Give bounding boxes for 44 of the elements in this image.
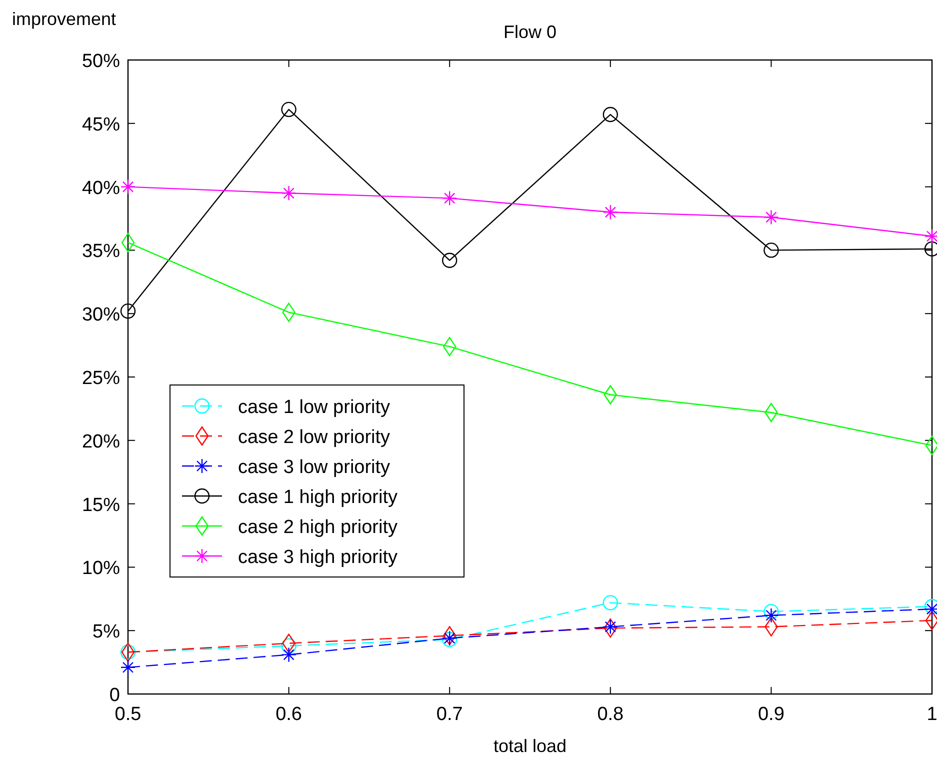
- y-tick-label: 35%: [82, 241, 120, 262]
- y-tick-label: 50%: [82, 51, 120, 72]
- point: [281, 638, 296, 654]
- legend-label: case 3 low priority: [238, 457, 391, 478]
- y-tick-label: 15%: [82, 494, 120, 516]
- y-tick-label: 45%: [82, 114, 120, 136]
- legend-label: case 2 high priority: [238, 517, 398, 538]
- y-tick-label: 20%: [82, 431, 120, 452]
- point: [442, 252, 458, 268]
- legend-label: case 1 low priority: [238, 397, 391, 418]
- point: [442, 190, 458, 206]
- point: [764, 604, 779, 620]
- point: [602, 595, 618, 610]
- x-tick-label: 0.7: [436, 704, 463, 725]
- point: [281, 102, 296, 118]
- x-tick-label: 1: [926, 704, 937, 725]
- x-tick-label: 0.9: [758, 704, 784, 725]
- point: [764, 242, 779, 258]
- y-tick-label: 25%: [82, 368, 120, 389]
- y-tick-label: 5%: [92, 622, 120, 643]
- y-tick-label: 0: [109, 685, 120, 706]
- point: [602, 106, 618, 122]
- point: [120, 660, 136, 675]
- legend-label: case 3 high priority: [238, 547, 398, 568]
- chart-title: Flow 0: [503, 22, 557, 42]
- x-tick-label: 0.6: [276, 704, 302, 725]
- point: [764, 210, 779, 225]
- point: [120, 179, 136, 194]
- y-axis-title: improvement: [12, 9, 116, 29]
- y-tick-label: 30%: [82, 304, 120, 326]
- point: [602, 619, 618, 634]
- x-axis-title: total load: [493, 736, 567, 756]
- legend-label: case 2 low priority: [238, 427, 391, 448]
- x-tick-label: 0.8: [597, 704, 624, 725]
- y-tick-label: 10%: [82, 558, 120, 580]
- point: [121, 232, 135, 252]
- x-tick-label: 0.5: [114, 704, 142, 725]
- point: [764, 608, 779, 623]
- point: [602, 204, 618, 220]
- point: [281, 186, 296, 201]
- point: [120, 303, 136, 319]
- point: [281, 647, 296, 662]
- y-tick-label: 40%: [82, 178, 120, 199]
- legend-label: case 1 high priority: [238, 487, 398, 508]
